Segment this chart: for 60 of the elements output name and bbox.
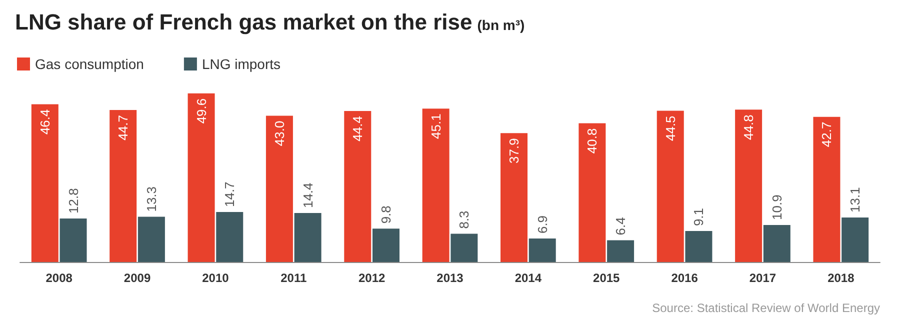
- data-label: 49.6: [194, 98, 209, 124]
- bar: [422, 108, 450, 262]
- legend-label: Gas consumption: [35, 56, 144, 72]
- data-label: 13.1: [848, 187, 863, 212]
- bar: [216, 212, 244, 262]
- data-label: 44.4: [350, 116, 366, 142]
- data-label: 9.1: [691, 208, 706, 226]
- x-tick-label: 2013: [436, 271, 464, 285]
- x-tick-label: 2018: [828, 271, 855, 285]
- data-label: 37.9: [506, 138, 522, 164]
- data-label: 44.5: [662, 116, 678, 142]
- x-tick-label: 2014: [514, 271, 542, 285]
- bar: [685, 231, 712, 262]
- bar: [735, 110, 762, 262]
- x-tick-label: 2016: [671, 271, 698, 285]
- data-label: 9.8: [378, 206, 394, 224]
- bar: [763, 224, 790, 262]
- data-label: 44.8: [741, 114, 756, 140]
- bar: [528, 238, 556, 262]
- bar: [607, 240, 634, 262]
- bar: [813, 116, 840, 262]
- bar: [500, 133, 528, 262]
- x-tick-label: 2008: [46, 271, 73, 285]
- chart-title: LNG share of French gas market on the rise: [15, 10, 472, 34]
- data-label: 8.3: [456, 210, 472, 229]
- data-label: 40.8: [584, 128, 600, 154]
- data-label: 43.0: [272, 120, 287, 146]
- bar: [110, 110, 137, 262]
- data-label: 44.7: [116, 115, 131, 140]
- data-label: 14.4: [300, 182, 316, 208]
- data-label: 46.4: [37, 109, 52, 135]
- x-tick-label: 2010: [202, 271, 230, 285]
- bar: [842, 217, 869, 262]
- data-label: 42.7: [819, 122, 834, 148]
- x-tick-label: 2017: [749, 271, 776, 285]
- data-label: 12.8: [66, 188, 81, 214]
- data-label: 13.3: [144, 186, 159, 212]
- chart-subtitle: (bn m³): [477, 17, 525, 33]
- bar: [344, 111, 372, 262]
- bar: [450, 234, 478, 262]
- x-tick-label: 2015: [593, 271, 620, 285]
- x-tick-label: 2012: [358, 271, 386, 285]
- x-tick-label: 2011: [280, 271, 307, 285]
- source-note: Source: Statistical Review of World Energy: [652, 301, 880, 315]
- bar: [266, 116, 293, 262]
- bar: [294, 213, 322, 262]
- bar: [578, 123, 606, 262]
- bar: [656, 110, 684, 262]
- x-tick-label: 2009: [124, 271, 151, 285]
- legend-label: LNG imports: [202, 56, 281, 72]
- data-label: 6.4: [613, 217, 628, 236]
- bar: [138, 216, 165, 262]
- data-label: 6.9: [534, 215, 550, 234]
- data-label: 10.9: [769, 194, 784, 220]
- bar: [31, 104, 58, 262]
- data-label: 45.1: [428, 114, 444, 139]
- data-label: 14.7: [222, 182, 238, 208]
- bar: [60, 218, 87, 262]
- bar: [188, 93, 215, 262]
- bar: [372, 228, 400, 262]
